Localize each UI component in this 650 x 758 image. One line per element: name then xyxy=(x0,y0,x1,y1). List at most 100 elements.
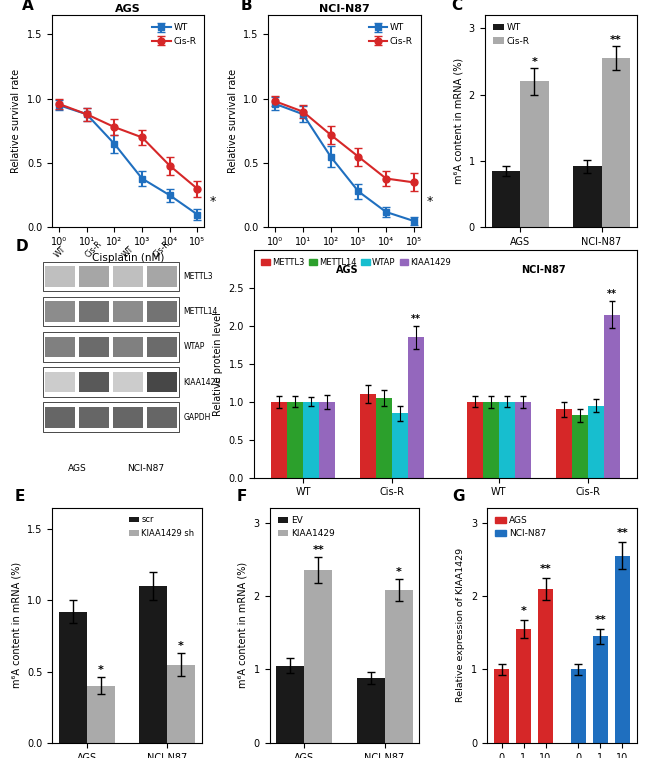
Text: *: * xyxy=(426,195,432,208)
Bar xyxy=(593,637,608,743)
X-axis label: Cisplatin (nM): Cisplatin (nM) xyxy=(308,252,381,263)
Bar xyxy=(516,629,531,743)
Text: NCI-N87: NCI-N87 xyxy=(521,265,566,275)
Bar xyxy=(573,167,601,227)
Bar xyxy=(113,266,143,287)
Bar xyxy=(571,669,586,743)
Text: KIAA1429: KIAA1429 xyxy=(183,377,221,387)
Legend: WT, Cis-R: WT, Cis-R xyxy=(489,20,533,49)
Bar xyxy=(45,337,75,357)
Y-axis label: Relative survival rate: Relative survival rate xyxy=(11,69,21,174)
Bar xyxy=(79,302,109,321)
Y-axis label: m⁶A content in mRNA (%): m⁶A content in mRNA (%) xyxy=(238,562,248,688)
Text: NCI-N87: NCI-N87 xyxy=(127,464,164,473)
Text: **: ** xyxy=(595,615,606,625)
Bar xyxy=(556,409,571,478)
Y-axis label: m⁶A content in mRNA (%): m⁶A content in mRNA (%) xyxy=(453,58,463,184)
Bar xyxy=(276,666,304,743)
Y-axis label: Relative expression of KIAA1429: Relative expression of KIAA1429 xyxy=(456,548,465,703)
Text: G: G xyxy=(452,489,465,504)
Bar xyxy=(79,407,109,428)
Text: **: ** xyxy=(606,289,617,299)
Text: *: * xyxy=(98,665,104,675)
Text: WT: WT xyxy=(53,244,68,259)
X-axis label: Cisplatin (nM): Cisplatin (nM) xyxy=(92,252,164,263)
Text: AGS: AGS xyxy=(336,265,359,275)
Bar xyxy=(287,402,303,478)
Bar xyxy=(148,266,177,287)
Bar xyxy=(491,171,520,227)
Bar xyxy=(483,402,499,478)
Y-axis label: m⁶A content in mRNA (%): m⁶A content in mRNA (%) xyxy=(11,562,21,688)
Bar xyxy=(604,315,619,478)
Bar xyxy=(45,302,75,321)
Legend: WT, Cis-R: WT, Cis-R xyxy=(149,20,200,49)
Text: **: ** xyxy=(610,35,621,45)
Bar xyxy=(167,665,195,743)
Text: WTAP: WTAP xyxy=(183,343,205,351)
Text: **: ** xyxy=(540,564,551,574)
Bar xyxy=(45,266,75,287)
Bar xyxy=(499,402,515,478)
Text: E: E xyxy=(14,489,25,504)
Text: METTL14: METTL14 xyxy=(183,307,218,316)
Text: *: * xyxy=(178,641,184,651)
Text: GAPDH: GAPDH xyxy=(183,413,211,421)
Title: NCI-N87: NCI-N87 xyxy=(319,5,370,14)
Legend: WT, Cis-R: WT, Cis-R xyxy=(365,20,416,49)
Bar xyxy=(515,402,530,478)
Legend: scr, KIAA1429 sh: scr, KIAA1429 sh xyxy=(125,512,198,541)
Bar xyxy=(148,371,177,393)
Text: METTL3: METTL3 xyxy=(183,272,213,280)
Bar xyxy=(376,398,392,478)
Bar xyxy=(79,266,109,287)
Text: *: * xyxy=(521,606,526,616)
Bar xyxy=(494,669,509,743)
Legend: EV, KIAA1429: EV, KIAA1429 xyxy=(274,512,339,542)
Bar xyxy=(113,302,143,321)
Text: Cis-R: Cis-R xyxy=(152,239,172,259)
Bar xyxy=(148,302,177,321)
Bar xyxy=(467,402,483,478)
Bar xyxy=(360,394,376,478)
FancyBboxPatch shape xyxy=(43,262,179,291)
FancyBboxPatch shape xyxy=(43,368,179,397)
Bar xyxy=(58,612,87,743)
Text: *: * xyxy=(210,195,216,208)
Bar xyxy=(538,589,553,743)
Bar xyxy=(45,371,75,393)
Text: **: ** xyxy=(617,528,629,538)
Bar xyxy=(148,407,177,428)
Bar xyxy=(588,406,604,478)
Bar xyxy=(571,415,588,478)
Text: Cis-R: Cis-R xyxy=(84,239,104,259)
Bar xyxy=(79,337,109,357)
Title: AGS: AGS xyxy=(115,5,141,14)
Text: F: F xyxy=(237,489,247,504)
Text: WT: WT xyxy=(121,244,136,259)
Bar xyxy=(113,371,143,393)
Bar xyxy=(385,590,413,743)
Bar xyxy=(113,337,143,357)
Text: **: ** xyxy=(411,314,421,324)
Legend: METTL3, METTL14, WTAP, KIAA1429: METTL3, METTL14, WTAP, KIAA1429 xyxy=(258,254,454,270)
Bar xyxy=(79,371,109,393)
FancyBboxPatch shape xyxy=(43,332,179,362)
FancyBboxPatch shape xyxy=(43,402,179,432)
Bar xyxy=(319,402,335,478)
Text: A: A xyxy=(21,0,33,13)
Bar xyxy=(148,337,177,357)
Bar xyxy=(271,402,287,478)
Bar xyxy=(113,407,143,428)
Text: *: * xyxy=(532,57,538,67)
Legend: AGS, NCI-N87: AGS, NCI-N87 xyxy=(491,512,549,542)
Bar xyxy=(408,337,424,478)
Text: D: D xyxy=(16,239,28,254)
Text: *: * xyxy=(396,568,402,578)
Text: C: C xyxy=(451,0,462,13)
Y-axis label: Relative protein level: Relative protein level xyxy=(213,312,223,416)
Bar xyxy=(357,678,385,743)
Text: AGS: AGS xyxy=(68,464,86,473)
Bar xyxy=(520,81,549,227)
Bar xyxy=(303,402,319,478)
